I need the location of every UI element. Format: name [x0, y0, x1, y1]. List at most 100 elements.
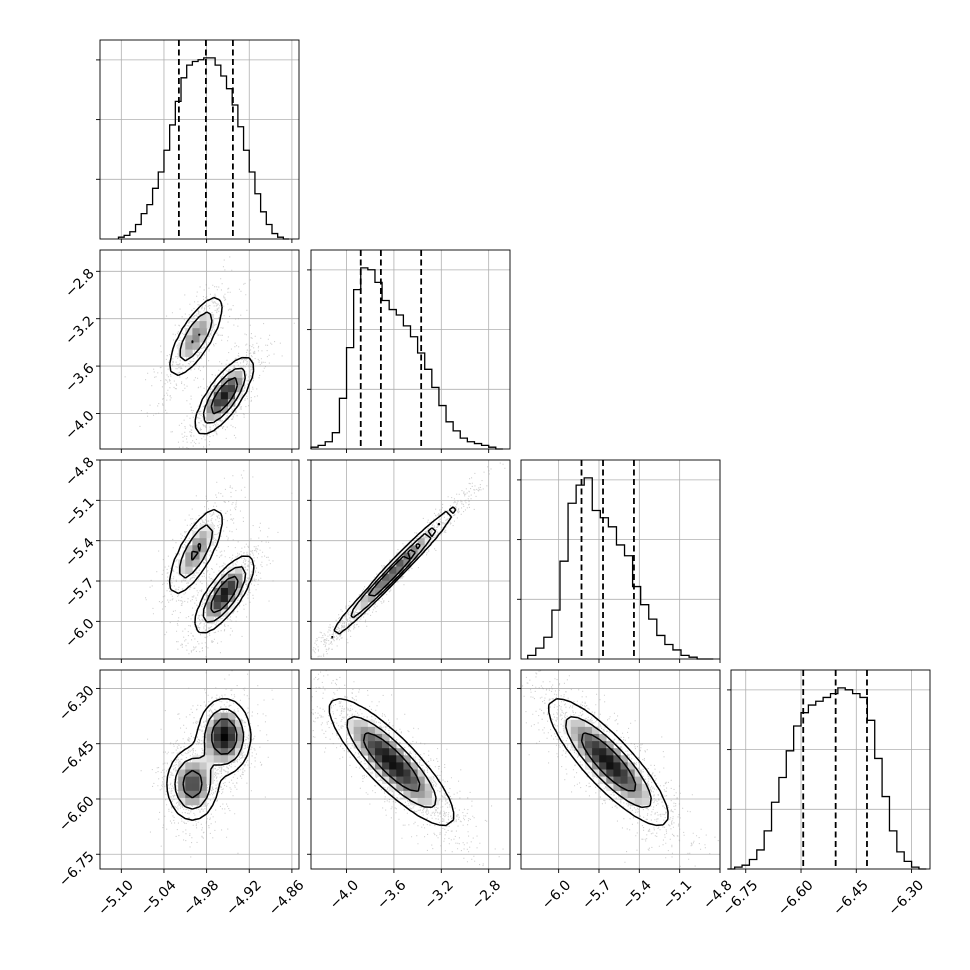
panel-frame	[99, 39, 300, 240]
density-cell	[627, 776, 636, 785]
density-cell	[346, 719, 354, 728]
contour-line	[547, 697, 669, 827]
density-cell	[192, 783, 200, 792]
density-cell	[599, 741, 607, 749]
density-cell	[235, 580, 243, 589]
density-cell	[227, 712, 236, 721]
density-cell	[199, 776, 207, 785]
contour-line	[580, 732, 637, 792]
density-cell	[206, 399, 215, 407]
density-cell	[367, 733, 376, 742]
density-cell	[220, 748, 229, 756]
density-cell	[592, 726, 600, 735]
panel-frame	[520, 669, 721, 870]
density-cell	[424, 797, 433, 806]
x-tick-label: −6.0	[539, 877, 574, 912]
density-cell	[220, 580, 229, 589]
density-cell	[360, 748, 369, 756]
density-cell	[410, 776, 418, 785]
density-cell	[199, 538, 207, 546]
density-cell	[220, 719, 229, 728]
density-cell	[185, 342, 193, 350]
density-cell	[570, 733, 579, 742]
density-cell	[410, 545, 418, 553]
contour-line	[331, 506, 457, 639]
density-cell	[396, 748, 404, 756]
density-cell	[606, 762, 614, 770]
contour-line	[169, 296, 255, 435]
density-cell	[620, 776, 628, 785]
density-cell	[199, 328, 207, 336]
density-cell	[389, 769, 397, 777]
density-cell	[613, 755, 621, 763]
density-cell	[235, 741, 243, 749]
density-cell	[396, 559, 404, 567]
density-cell	[592, 755, 600, 763]
density-cell	[417, 538, 426, 546]
x-tick-label: −4.86	[266, 877, 308, 919]
density-cell	[199, 762, 207, 770]
density-cell	[235, 370, 243, 379]
density-cell	[374, 762, 383, 770]
density-cell	[206, 406, 215, 414]
histogram-step-line	[117, 57, 290, 240]
density-cell	[206, 762, 215, 770]
density-cell	[185, 566, 193, 575]
density-cell	[353, 719, 362, 728]
density-cell	[199, 552, 207, 560]
scatter-panel-3-0	[96, 669, 300, 873]
y-tick-label: −6.0	[62, 616, 97, 651]
contour-line	[179, 311, 246, 424]
density-cell	[627, 797, 636, 806]
contour-line	[174, 708, 245, 810]
density-cell	[213, 733, 222, 742]
density-cell	[235, 573, 243, 582]
density-cell	[220, 712, 229, 721]
density-cell	[417, 769, 426, 777]
density-cell	[360, 726, 369, 735]
density-cell	[374, 755, 383, 763]
density-cell	[227, 733, 236, 742]
density-cell	[641, 797, 650, 806]
density-cell	[213, 726, 222, 735]
contour-line	[346, 715, 437, 809]
x-tick-label: −6.30	[886, 877, 928, 919]
density-cell	[220, 755, 229, 763]
density-cell	[185, 559, 193, 567]
density-cell	[199, 755, 207, 763]
density-cell	[192, 762, 200, 770]
density-cell	[206, 531, 215, 539]
y-tick-label: −6.75	[56, 849, 98, 891]
density-cell	[577, 741, 586, 749]
density-cell	[353, 602, 362, 610]
density-cell	[227, 587, 236, 596]
contour-line	[182, 718, 238, 799]
density-cell	[220, 573, 229, 582]
density-cell	[220, 392, 229, 400]
density-cell	[613, 776, 621, 785]
density-cell	[185, 790, 193, 799]
density-cell	[403, 755, 411, 763]
histogram-panel-3	[727, 669, 931, 873]
density-cell	[227, 370, 236, 379]
density-cell	[213, 399, 222, 407]
density-cell	[206, 616, 215, 624]
scatter-panel-2-1	[307, 459, 511, 663]
scatter-panel-2-0	[96, 459, 300, 663]
contour-line	[190, 542, 239, 614]
x-tick-label: −3.2	[422, 877, 457, 912]
density-cell	[620, 755, 628, 763]
density-cell	[235, 377, 243, 386]
density-cell	[570, 726, 579, 735]
density-cell	[235, 733, 243, 742]
density-cell	[199, 783, 207, 792]
density-cell	[599, 748, 607, 756]
y-tick-label: −6.60	[56, 793, 98, 835]
density-cell	[570, 741, 579, 749]
density-cell	[367, 748, 376, 756]
density-cell	[627, 790, 636, 799]
density-cell	[634, 776, 643, 785]
x-tick-label: −3.6	[374, 877, 409, 912]
density-cell	[213, 609, 222, 617]
density-cell	[382, 733, 390, 742]
